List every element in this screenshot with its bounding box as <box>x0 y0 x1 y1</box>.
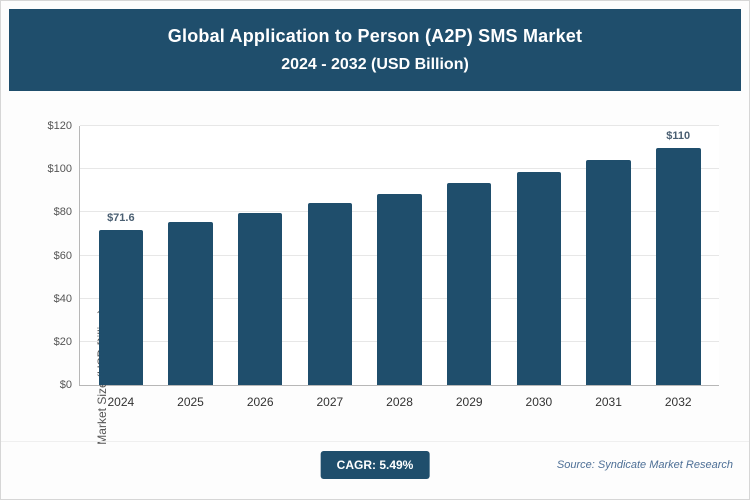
x-tick-label: 2032 <box>664 395 692 409</box>
y-tick-label: $0 <box>59 379 72 391</box>
bar-2030 <box>516 171 562 385</box>
x-tick-label: 2031 <box>595 395 622 409</box>
bar-2027 <box>307 203 353 385</box>
chart-title-band: Global Application to Person (A2P) SMS M… <box>9 9 741 91</box>
x-tick-label: 2024 <box>107 395 135 409</box>
footer-divider <box>1 441 749 442</box>
bar-2032 <box>655 148 701 385</box>
y-tick-label: $80 <box>53 206 72 219</box>
gridline <box>80 125 719 126</box>
chart-title-line1: Global Application to Person (A2P) SMS M… <box>167 26 583 46</box>
x-tick-label: 2026 <box>246 395 274 409</box>
y-tick-label: $100 <box>47 163 72 176</box>
bar-2028 <box>377 193 422 385</box>
bar-2026 <box>237 212 283 385</box>
bar-slot <box>156 126 226 385</box>
source-attribution: Source: Syndicate Market Research <box>556 459 733 471</box>
bar-slot: $110 <box>643 126 713 385</box>
bar-2031 <box>586 160 631 385</box>
y-tick-label: $40 <box>53 292 72 305</box>
y-tick-label: $120 <box>47 120 72 132</box>
bar-slot <box>365 126 435 385</box>
bar-value-label: $71.6 <box>107 212 135 225</box>
bar-slot <box>225 126 295 385</box>
bar-value-label: $110 <box>666 130 691 143</box>
gridline <box>80 168 719 170</box>
bar-slot <box>434 126 504 385</box>
x-tick-label: 2025 <box>177 395 204 409</box>
bar-2024 <box>98 230 144 385</box>
x-axis-ticks: 2024 2025 2026 2027 2028 2029 2030 2031 2032 <box>80 395 719 409</box>
bar-2025 <box>168 222 213 385</box>
x-tick-label: 2029 <box>455 395 483 409</box>
x-tick-label: 2027 <box>316 395 344 409</box>
x-tick-label: 2028 <box>386 395 413 409</box>
y-tick-label: $60 <box>53 249 72 262</box>
bar-slot <box>504 126 574 385</box>
x-tick-label: 2030 <box>525 395 553 409</box>
bar-slot <box>295 126 365 385</box>
bars-layer: $71.6 $110 <box>80 126 719 385</box>
cagr-badge: CAGR: 5.49% <box>320 451 430 479</box>
y-tick-label: $20 <box>53 335 72 348</box>
bar-slot <box>574 126 644 385</box>
plot-area: Market Size (USD Billion) $0$20$40$60$80… <box>48 120 719 445</box>
chart-title-line2: 2024 - 2032 (USD Billion) <box>281 56 469 73</box>
bar-slot: $71.6 <box>86 126 156 385</box>
bar-2029 <box>446 183 492 385</box>
